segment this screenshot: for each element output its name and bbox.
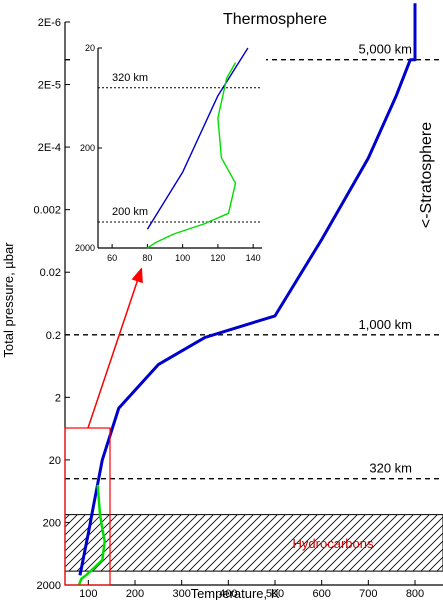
y-tick-label: 2 bbox=[55, 392, 61, 404]
y-tick-label: 0.002 bbox=[33, 205, 61, 217]
thermosphere-label: Thermosphere bbox=[223, 11, 327, 28]
y-tick-label: 20 bbox=[49, 455, 61, 467]
zoom-arrow bbox=[87, 267, 143, 429]
inset-temperature-line bbox=[146, 47, 249, 230]
x-tick-label: 700 bbox=[359, 588, 377, 600]
model-profile-line bbox=[77, 484, 106, 586]
x-tick-label: 600 bbox=[312, 588, 330, 600]
inset-y-tick-label: 200 bbox=[80, 143, 95, 153]
y-axis-label: Total pressure, µbar bbox=[1, 242, 16, 358]
y-tick-label: 2E-4 bbox=[38, 142, 61, 154]
x-tick-label: 100 bbox=[79, 588, 97, 600]
altitude-label: 320 km bbox=[369, 461, 412, 476]
x-tick-label: 400 bbox=[219, 588, 237, 600]
inset-model-line bbox=[147, 62, 237, 249]
altitude-label: 1,000 km bbox=[359, 317, 412, 332]
inset-x-tick-label: 120 bbox=[210, 253, 225, 263]
hydrocarbon-label: Hydrocarbons bbox=[293, 536, 374, 551]
inset-x-tick-label: 60 bbox=[107, 253, 117, 263]
y-tick-label: 200 bbox=[43, 517, 61, 529]
x-tick-label: 300 bbox=[172, 588, 190, 600]
x-tick-label: 200 bbox=[126, 588, 144, 600]
altitude-label: 5,000 km bbox=[359, 42, 412, 57]
y-tick-label: 0.02 bbox=[40, 267, 61, 279]
y-tick-label: 2000 bbox=[37, 580, 61, 592]
temperature-profile-line bbox=[78, 3, 417, 576]
zoom-region-box bbox=[64, 427, 111, 586]
inset-x-tick-label: 100 bbox=[175, 253, 190, 263]
hydrocarbon-band bbox=[64, 514, 443, 572]
inset-y-tick-label: 20 bbox=[85, 43, 95, 53]
inset-altitude-label: 200 km bbox=[112, 206, 148, 218]
x-tick-label: 500 bbox=[266, 588, 284, 600]
inset-altitude-label: 320 km bbox=[112, 72, 148, 84]
inset-background bbox=[74, 40, 266, 268]
x-axis-label: Temperature, K bbox=[191, 586, 280, 600]
x-tick-label: 800 bbox=[406, 588, 424, 600]
y-tick-label: 2E-6 bbox=[38, 17, 61, 29]
inset-x-tick-label: 140 bbox=[246, 253, 261, 263]
stratosphere-label: <-Stratosphere bbox=[418, 122, 435, 228]
inset-y-tick-label: 2000 bbox=[75, 243, 95, 253]
y-tick-label: 0.2 bbox=[46, 330, 61, 342]
inset-x-tick-label: 80 bbox=[142, 253, 152, 263]
y-tick-label: 2E-5 bbox=[38, 80, 61, 92]
